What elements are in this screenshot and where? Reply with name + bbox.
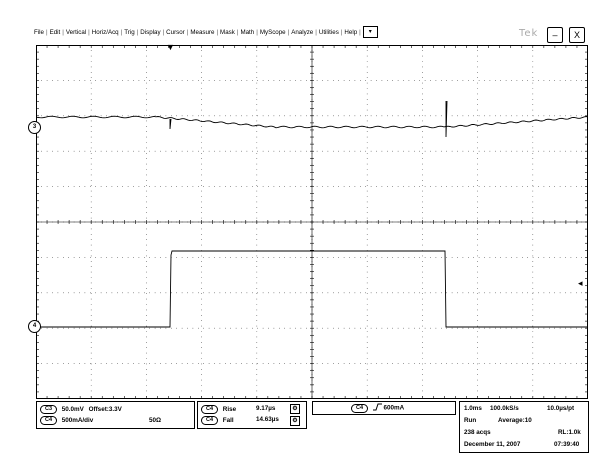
menu-separator: |: [162, 29, 165, 36]
menu-item-vertical[interactable]: Vertical: [65, 29, 87, 36]
menu-item-utilities[interactable]: Utilities: [318, 29, 339, 36]
menu-item-file[interactable]: File: [34, 29, 44, 36]
menu-item-horiz-acq[interactable]: Horiz/Acq: [91, 29, 119, 36]
menu-separator: |: [236, 29, 239, 36]
acq-count: 238 acqs: [464, 429, 491, 436]
trigger-position-marker[interactable]: ▼: [166, 42, 175, 52]
ch3-tag[interactable]: C3: [40, 405, 58, 414]
menu-separator: |: [120, 29, 123, 36]
rise-value: 9.17µs: [256, 405, 276, 412]
menu-item-measure[interactable]: Measure: [190, 29, 215, 36]
ch4-impedance: 50Ω: [149, 417, 162, 424]
menu-item-cursor[interactable]: Cursor: [166, 29, 185, 36]
readout-bar: C3 50.0mV Offset:3.3V C4 500mA/div 50Ω C…: [36, 399, 589, 454]
channel-readout[interactable]: C3 50.0mV Offset:3.3V C4 500mA/div 50Ω: [36, 401, 195, 429]
menu-bar: File | Edit | Vertical | Horiz/Acq | Trig | Displa…: [32, 26, 588, 40]
trigger-source-tag: C4: [351, 403, 369, 413]
menu-item-analyze[interactable]: Analyze: [291, 29, 314, 36]
menu-item-help[interactable]: Help: [344, 29, 358, 36]
rise-label: Rise: [222, 406, 237, 414]
time: 07:39:40: [554, 441, 580, 448]
minimize-button[interactable]: –: [547, 27, 563, 43]
ch3-glitch: [169, 118, 172, 130]
acq-mode: Average:10: [498, 417, 532, 424]
menu-item-math[interactable]: Math: [240, 29, 255, 36]
ch3-marker-label: 3: [32, 124, 37, 130]
menu-separator: |: [88, 29, 90, 36]
menu-separator: |: [287, 29, 290, 36]
date: December 11, 2007: [464, 441, 521, 448]
fall-value: 14.63µs: [256, 416, 279, 423]
menu-separator: |: [62, 29, 64, 36]
trigger-readout[interactable]: C4 600mA: [312, 401, 456, 415]
resolution: 10.0µs/pt: [547, 405, 575, 412]
menu-separator: |: [216, 29, 219, 36]
menu-item-mask[interactable]: Mask: [220, 29, 235, 36]
rise-settings-icon[interactable]: ⚙: [290, 404, 300, 414]
tek-logo: Tek: [519, 28, 539, 39]
measurement-source-tag: C4: [201, 405, 219, 414]
trigger-level-marker[interactable]: ◂: [578, 278, 583, 288]
menu-separator: |: [256, 29, 258, 36]
ch4-waveform: [36, 250, 588, 328]
ch3-glitch: [445, 100, 448, 138]
menu-separator: |: [340, 29, 343, 36]
fall-settings-icon[interactable]: ⚙: [290, 416, 300, 426]
close-button[interactable]: X: [569, 27, 585, 43]
ch4-scale: 500mA/div: [61, 417, 94, 425]
menu-separator: |: [315, 29, 317, 36]
ch3-waveform: [36, 115, 588, 129]
menu-item-myscope[interactable]: MyScope: [259, 29, 286, 36]
ch3-offset: Offset:3.3V: [88, 406, 122, 414]
acquisition-readout[interactable]: 1.0ms 100.0kS/s 10.0µs/pt Run Average:10…: [459, 401, 589, 453]
waveform-display[interactable]: [36, 45, 588, 399]
measurement-readout[interactable]: C4 Rise 9.17µs ⚙ C4 Fall 14.63µs ⚙: [197, 401, 307, 429]
menu-item-trig[interactable]: Trig: [124, 29, 135, 36]
sample-rate: 100.0kS/s: [490, 405, 519, 412]
ch3-scale: 50.0mV: [61, 406, 84, 414]
timebase: 1.0ms: [464, 405, 482, 412]
rising-edge-icon: [372, 403, 382, 413]
menu-separator: |: [136, 29, 139, 36]
measurement-source-tag: C4: [201, 416, 219, 425]
grid: [36, 45, 588, 399]
menu-separator: |: [359, 29, 361, 36]
menu-separator: |: [186, 29, 189, 36]
fall-label: Fall: [222, 417, 234, 425]
run-state: Run: [464, 417, 477, 424]
menu-item-display[interactable]: Display: [140, 29, 161, 36]
menu-dropdown-button[interactable]: ▾: [362, 26, 378, 39]
record-length: RL:1.0k: [558, 429, 581, 436]
ch4-marker-label: 4: [32, 323, 37, 329]
trigger-level: 600mA: [383, 404, 405, 412]
ch3-marker[interactable]: 3: [28, 121, 41, 134]
menu-item-edit[interactable]: Edit: [49, 29, 61, 36]
menu-separator: |: [45, 29, 48, 36]
ch4-marker[interactable]: 4: [28, 320, 41, 333]
ch4-tag[interactable]: C4: [40, 416, 58, 425]
